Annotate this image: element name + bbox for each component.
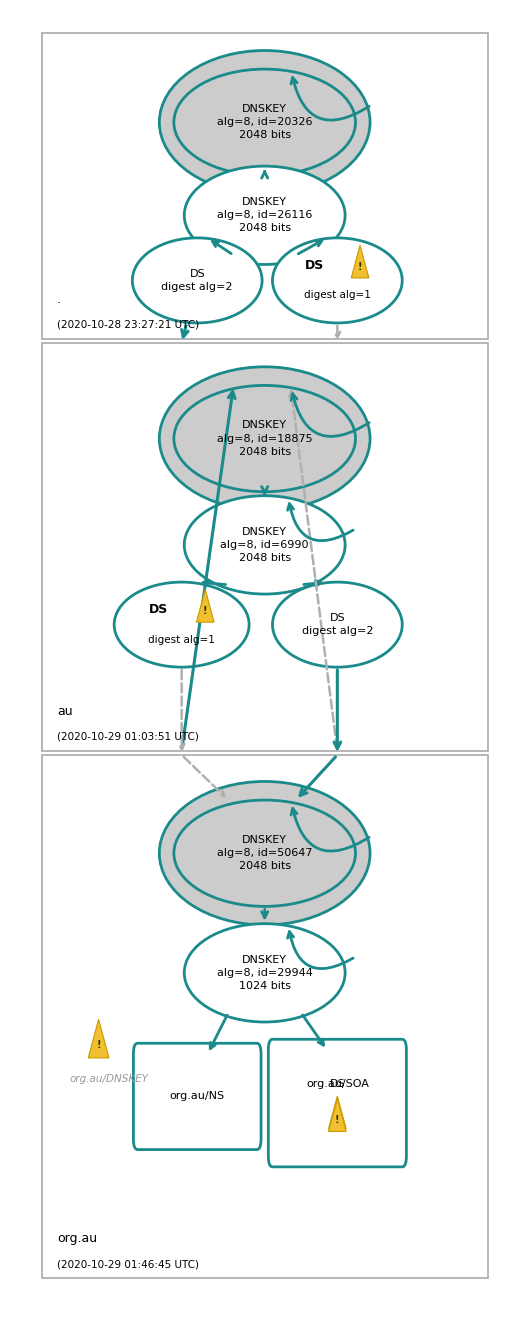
Text: DNSKEY
alg=8, id=6990
2048 bits: DNSKEY alg=8, id=6990 2048 bits bbox=[221, 526, 309, 563]
Ellipse shape bbox=[184, 166, 345, 264]
Ellipse shape bbox=[174, 385, 356, 492]
Text: digest alg=1: digest alg=1 bbox=[148, 634, 215, 645]
Text: DNSKEY
alg=8, id=20326
2048 bits: DNSKEY alg=8, id=20326 2048 bits bbox=[217, 104, 312, 141]
Ellipse shape bbox=[114, 582, 249, 667]
Ellipse shape bbox=[159, 781, 370, 925]
Ellipse shape bbox=[272, 238, 402, 323]
Text: org.au/DNSKEY: org.au/DNSKEY bbox=[70, 1074, 148, 1084]
Polygon shape bbox=[196, 590, 214, 622]
Text: digest alg=1: digest alg=1 bbox=[304, 290, 371, 300]
Text: !: ! bbox=[97, 1039, 101, 1050]
Text: DS: DS bbox=[148, 603, 168, 617]
Polygon shape bbox=[351, 245, 369, 278]
Text: DS: DS bbox=[330, 1079, 345, 1090]
Text: DNSKEY
alg=8, id=29944
1024 bits: DNSKEY alg=8, id=29944 1024 bits bbox=[217, 954, 312, 991]
Text: DS
digest alg=2: DS digest alg=2 bbox=[302, 613, 373, 637]
Bar bbox=[42, 33, 488, 339]
Ellipse shape bbox=[159, 367, 370, 510]
Text: !: ! bbox=[203, 606, 208, 615]
Text: (2020-10-28 23:27:21 UTC): (2020-10-28 23:27:21 UTC) bbox=[57, 319, 199, 330]
Ellipse shape bbox=[159, 51, 370, 194]
Text: DNSKEY
alg=8, id=26116
2048 bits: DNSKEY alg=8, id=26116 2048 bits bbox=[217, 197, 312, 234]
Polygon shape bbox=[329, 1096, 346, 1128]
Ellipse shape bbox=[174, 69, 356, 175]
Ellipse shape bbox=[184, 496, 345, 594]
Text: org.au/NS: org.au/NS bbox=[170, 1091, 225, 1102]
Text: au: au bbox=[57, 704, 73, 718]
Polygon shape bbox=[329, 1099, 346, 1131]
Text: DNSKEY
alg=8, id=50647
2048 bits: DNSKEY alg=8, id=50647 2048 bits bbox=[217, 835, 312, 872]
Bar bbox=[42, 343, 488, 751]
FancyBboxPatch shape bbox=[268, 1039, 406, 1167]
Ellipse shape bbox=[132, 238, 262, 323]
Text: !: ! bbox=[358, 262, 362, 271]
FancyBboxPatch shape bbox=[133, 1043, 261, 1150]
Ellipse shape bbox=[272, 582, 402, 667]
Text: DNSKEY
alg=8, id=18875
2048 bits: DNSKEY alg=8, id=18875 2048 bits bbox=[217, 420, 312, 457]
Text: !: ! bbox=[335, 1112, 339, 1123]
Text: !: ! bbox=[335, 1115, 339, 1126]
Text: org.au/SOA: org.au/SOA bbox=[306, 1079, 369, 1090]
Ellipse shape bbox=[174, 800, 356, 906]
Text: DS
digest alg=2: DS digest alg=2 bbox=[161, 268, 233, 292]
Polygon shape bbox=[88, 1019, 109, 1058]
Text: (2020-10-29 01:46:45 UTC): (2020-10-29 01:46:45 UTC) bbox=[57, 1259, 199, 1269]
Text: DS: DS bbox=[305, 259, 324, 272]
Text: org.au: org.au bbox=[57, 1232, 97, 1245]
Text: (2020-10-29 01:03:51 UTC): (2020-10-29 01:03:51 UTC) bbox=[57, 731, 199, 742]
Ellipse shape bbox=[184, 924, 345, 1022]
Bar bbox=[42, 755, 488, 1278]
Text: .: . bbox=[57, 292, 61, 306]
